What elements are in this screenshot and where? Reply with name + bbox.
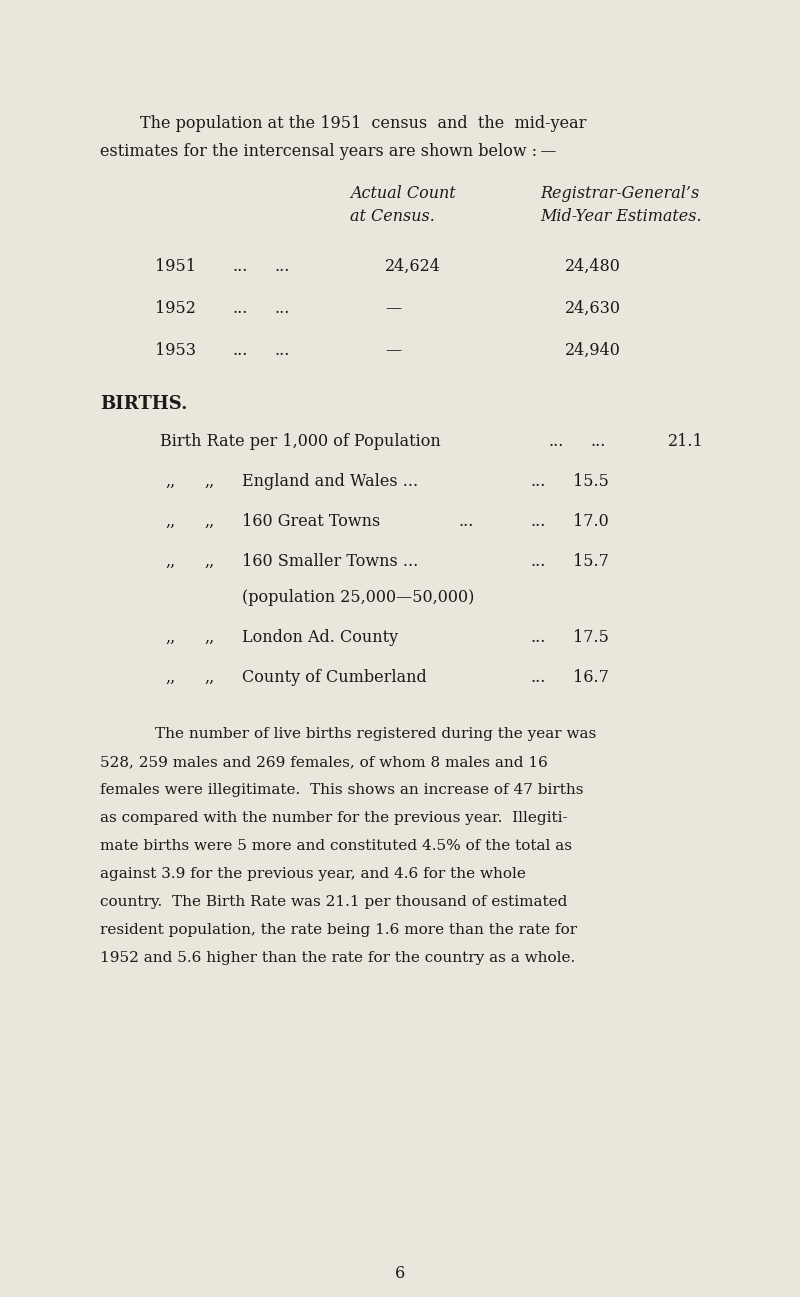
Text: ,,: ,, (204, 669, 214, 686)
Text: Mid-Year Estimates.: Mid-Year Estimates. (540, 208, 702, 224)
Text: 160 Smaller Towns ...: 160 Smaller Towns ... (242, 553, 418, 569)
Text: 24,630: 24,630 (565, 300, 621, 316)
Text: 1952 and 5.6 higher than the rate for the country as a whole.: 1952 and 5.6 higher than the rate for th… (100, 951, 575, 965)
Text: Birth Rate per 1,000 of Population: Birth Rate per 1,000 of Population (160, 433, 441, 450)
Text: ...: ... (275, 300, 290, 316)
Text: 160 Great Towns: 160 Great Towns (242, 514, 380, 530)
Text: ...: ... (232, 258, 247, 275)
Text: 1952: 1952 (155, 300, 196, 316)
Text: London Ad. County: London Ad. County (242, 629, 398, 646)
Text: mate births were 5 more and constituted 4.5% of the total as: mate births were 5 more and constituted … (100, 839, 572, 853)
Text: resident population, the rate being 1.6 more than the rate for: resident population, the rate being 1.6 … (100, 923, 577, 936)
Text: estimates for the intercensal years are shown below : —: estimates for the intercensal years are … (100, 143, 557, 160)
Text: ,,: ,, (165, 553, 175, 569)
Text: ,,: ,, (204, 473, 214, 490)
Text: ,,: ,, (165, 629, 175, 646)
Text: ...: ... (530, 669, 546, 686)
Text: 24,480: 24,480 (565, 258, 621, 275)
Text: —: — (385, 342, 401, 359)
Text: 21.1: 21.1 (668, 433, 704, 450)
Text: ,,: ,, (204, 553, 214, 569)
Text: BIRTHS.: BIRTHS. (100, 396, 187, 412)
Text: 24,624: 24,624 (385, 258, 441, 275)
Text: —: — (385, 300, 401, 316)
Text: ...: ... (530, 553, 546, 569)
Text: ...: ... (548, 433, 563, 450)
Text: against 3.9 for the previous year, and 4.6 for the whole: against 3.9 for the previous year, and 4… (100, 866, 526, 881)
Text: ,,: ,, (204, 629, 214, 646)
Text: Registrar-General’s: Registrar-General’s (540, 185, 699, 202)
Text: ...: ... (530, 514, 546, 530)
Text: ,,: ,, (165, 473, 175, 490)
Text: 528, 259 males and 269 females, of whom 8 males and 16: 528, 259 males and 269 females, of whom … (100, 755, 548, 769)
Text: 6: 6 (395, 1265, 405, 1281)
Text: ...: ... (530, 473, 546, 490)
Text: 15.7: 15.7 (573, 553, 609, 569)
Text: ...: ... (232, 342, 247, 359)
Text: Actual Count: Actual Count (350, 185, 456, 202)
Text: ,,: ,, (165, 669, 175, 686)
Text: 15.5: 15.5 (573, 473, 609, 490)
Text: ...: ... (232, 300, 247, 316)
Text: England and Wales ...: England and Wales ... (242, 473, 418, 490)
Text: County of Cumberland: County of Cumberland (242, 669, 426, 686)
Text: country.  The Birth Rate was 21.1 per thousand of estimated: country. The Birth Rate was 21.1 per tho… (100, 895, 567, 909)
Text: The number of live births registered during the year was: The number of live births registered dur… (155, 728, 596, 741)
Text: ...: ... (530, 629, 546, 646)
Text: 1953: 1953 (155, 342, 196, 359)
Text: 16.7: 16.7 (573, 669, 609, 686)
Text: females were illegitimate.  This shows an increase of 47 births: females were illegitimate. This shows an… (100, 783, 583, 796)
Text: ...: ... (275, 258, 290, 275)
Text: ...: ... (590, 433, 606, 450)
Text: ,,: ,, (204, 514, 214, 530)
Text: 1951: 1951 (155, 258, 196, 275)
Text: (population 25,000—50,000): (population 25,000—50,000) (242, 589, 474, 606)
Text: ,,: ,, (165, 514, 175, 530)
Text: ...: ... (275, 342, 290, 359)
Text: as compared with the number for the previous year.  Illegiti-: as compared with the number for the prev… (100, 811, 568, 825)
Text: 17.0: 17.0 (573, 514, 609, 530)
Text: The population at the 1951  census  and  the  mid-year: The population at the 1951 census and th… (140, 115, 586, 132)
Text: 24,940: 24,940 (565, 342, 621, 359)
Text: at Census.: at Census. (350, 208, 435, 224)
Text: 17.5: 17.5 (573, 629, 609, 646)
Text: ...: ... (458, 514, 474, 530)
